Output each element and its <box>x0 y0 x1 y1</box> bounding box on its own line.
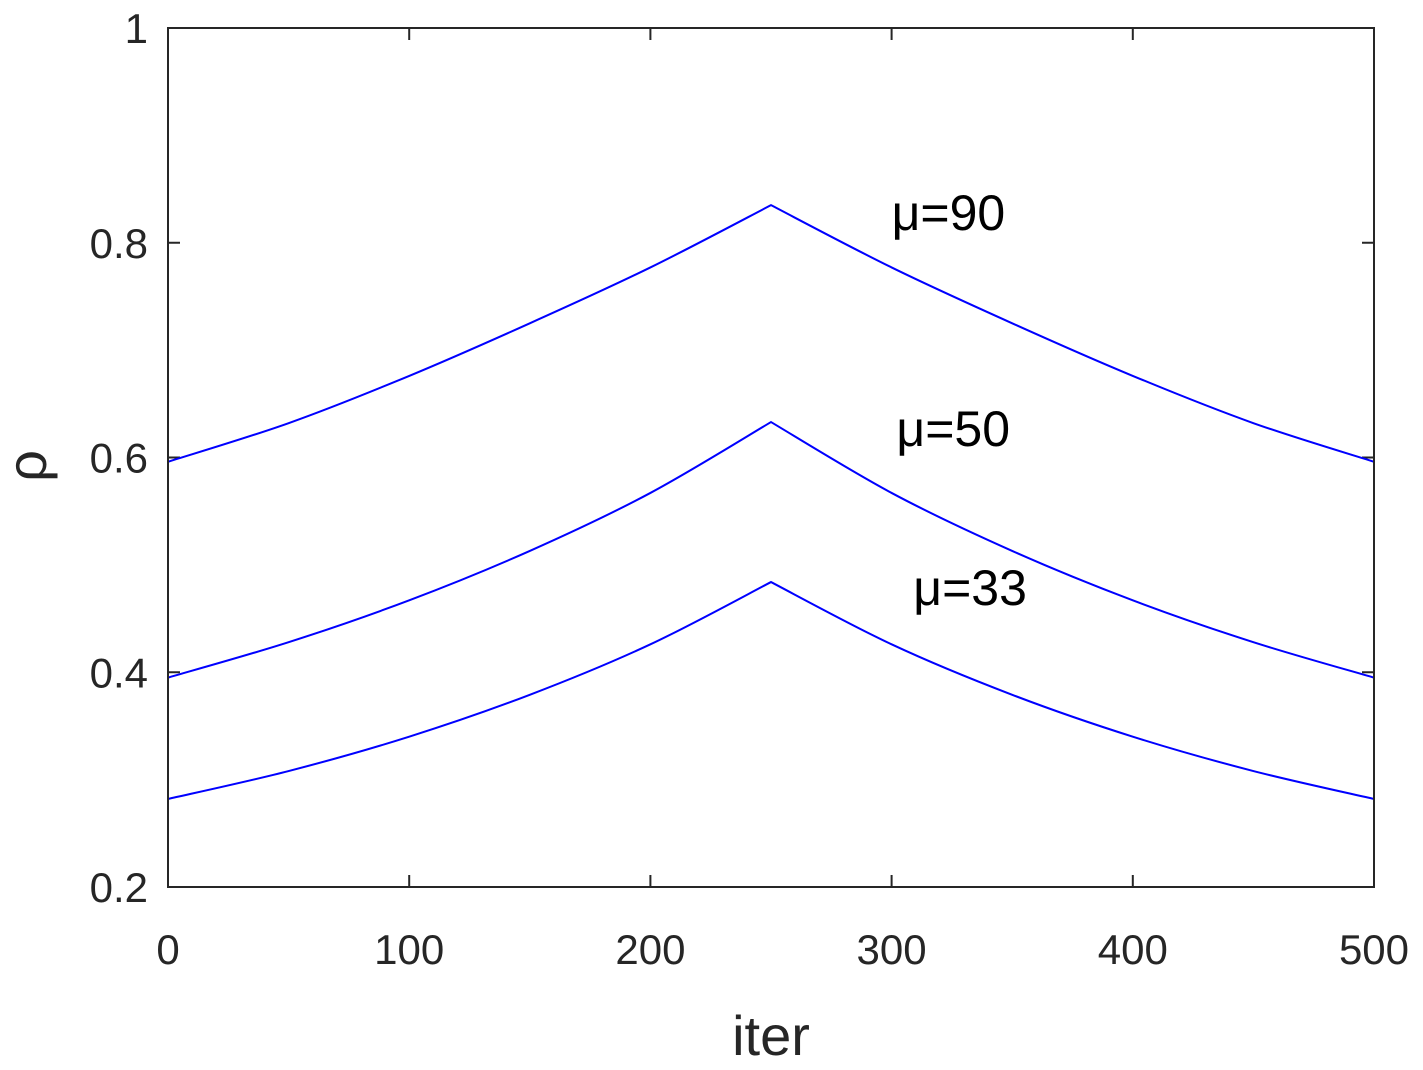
series-annotation: μ=50 <box>896 401 1010 457</box>
y-tick-labels: 0.2 0.4 0.6 0.8 1 <box>90 5 148 911</box>
x-tick-label: 100 <box>374 926 444 973</box>
x-tick-label: 0 <box>156 926 179 973</box>
series-lines <box>167 204 1375 800</box>
series-annotation: μ=33 <box>913 560 1027 616</box>
y-tick-label: 0.4 <box>90 649 148 696</box>
x-tick-label: 200 <box>615 926 685 973</box>
series-line <box>167 420 1375 679</box>
series-line <box>167 580 1375 800</box>
x-tick-label: 400 <box>1098 926 1168 973</box>
x-tick-labels: 0 100 200 300 400 500 <box>156 926 1409 973</box>
y-tick-label: 0.2 <box>90 864 148 911</box>
series-line <box>167 204 1375 463</box>
x-tick-label: 500 <box>1339 926 1409 973</box>
y-tick-label: 0.8 <box>90 220 148 267</box>
y-tick-label: 0.6 <box>90 435 148 482</box>
series-annotations: μ=90 μ=50 μ=33 <box>892 185 1027 616</box>
x-tick-label: 300 <box>857 926 927 973</box>
y-tick-label: 1 <box>125 5 148 52</box>
y-axis-title: ρ <box>0 450 58 482</box>
axes-frame <box>167 27 1375 888</box>
x-axis-title: iter <box>732 1004 810 1065</box>
series-annotation: μ=90 <box>892 185 1006 241</box>
plot-area <box>168 28 1374 887</box>
